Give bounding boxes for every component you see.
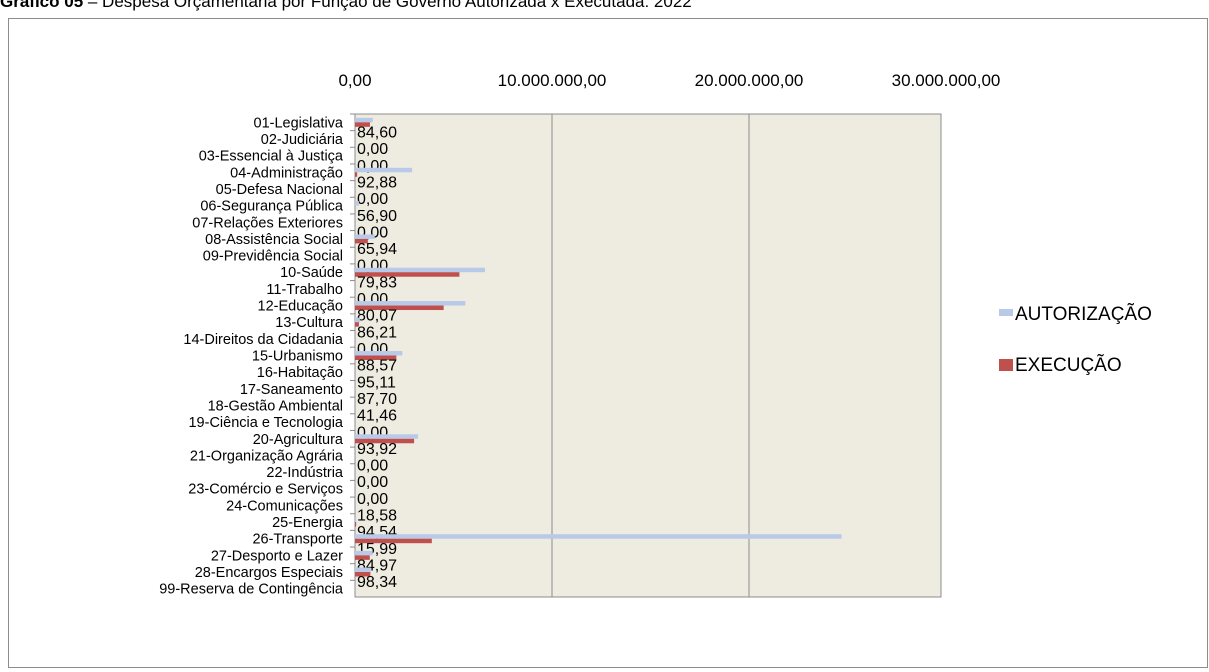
y-tick-label: 12-Educação (258, 299, 343, 315)
x-tick-label: 10.000.000,00 (498, 71, 607, 90)
y-tick-label: 24-Comunicações (226, 498, 343, 514)
y-tick-label: 08-Assistência Social (205, 232, 343, 248)
bar-execucao (355, 538, 432, 544)
y-tick-label: 18-Gestão Ambiental (208, 398, 343, 414)
y-tick-label: 22-Indústria (266, 465, 344, 481)
legend-label-execucao: EXECUÇÃO (1015, 354, 1122, 376)
data-label: 65,94 (357, 241, 397, 258)
x-tick-label: 20.000.000,00 (695, 71, 804, 90)
data-label: 0,00 (357, 491, 388, 508)
bar-autorizacao (355, 167, 413, 173)
x-tick-label: 0,00 (338, 71, 371, 90)
bar-autorizacao (355, 301, 466, 306)
bar-autorizacao (355, 534, 842, 539)
y-tick-label: 06-Segurança Pública (200, 199, 344, 215)
bar-execucao (355, 322, 359, 327)
y-tick-label: 03-Essencial à Justiça (199, 149, 344, 165)
plot-area (354, 113, 942, 598)
legend-swatch-execucao (999, 359, 1013, 371)
y-tick-label: 15-Urbanismo (252, 349, 343, 365)
y-tick-label: 99-Reserva de Contingência (159, 582, 344, 598)
y-tick-label: 10-Saúde (280, 265, 343, 281)
y-tick-label: 27-Desporto e Lazer (211, 548, 343, 564)
bar-autorizacao (355, 117, 373, 123)
y-tick-label: 19-Ciência e Tecnologia (188, 415, 343, 431)
y-tick-label: 23-Comércio e Serviços (188, 482, 343, 498)
data-label: 18,58 (357, 508, 397, 525)
y-tick-label: 11-Trabalho (266, 282, 343, 298)
data-label: 0,00 (357, 458, 388, 475)
y-tick-label: 02-Judiciária (261, 132, 344, 148)
bar-execucao (355, 305, 444, 311)
chart-header-title: Gráfico 05 – Despesa Orçamentária por Fu… (0, 0, 692, 12)
bar-execucao (355, 572, 371, 577)
data-label: 98,34 (357, 574, 397, 591)
chart-header-prefix: Gráfico 05 (0, 0, 84, 11)
bar-autorizacao (355, 317, 360, 323)
y-tick-label: 09-Previdência Social (203, 249, 343, 265)
data-label: 86,21 (357, 324, 397, 341)
bar-autorizacao (355, 517, 357, 523)
legend-swatch-autorizacao (999, 309, 1013, 316)
y-tick-label: 28-Encargos Especiais (195, 565, 343, 581)
data-label: 0,00 (357, 141, 388, 158)
data-label: 93,92 (357, 441, 397, 458)
y-tick-label: 01-Legislativa (254, 115, 344, 131)
x-tick-label: 30.000.000,00 (892, 71, 1001, 90)
data-label: 0,00 (357, 474, 388, 491)
bar-execucao (355, 172, 358, 177)
bar-autorizacao (355, 267, 486, 273)
bar-execucao (355, 238, 368, 244)
data-label: 0,00 (357, 191, 388, 208)
y-tick-label: 21-Organização Agrária (190, 448, 344, 464)
bar-autorizacao (355, 201, 359, 206)
bar-chart: 0,00 10.000.000,00 20.000.000,00 30.000.000… (159, 71, 1152, 598)
y-tick-label: 16-Habitação (257, 365, 343, 381)
y-tick-label: 07-Relações Exteriores (192, 215, 343, 231)
data-label: 80,07 (357, 308, 397, 325)
bar-autorizacao (355, 550, 373, 556)
bar-autorizacao (355, 434, 419, 439)
bar-execucao (355, 122, 370, 127)
chart-header-text: – Despesa Orçamentária por Função de Gov… (83, 0, 692, 11)
bar-autorizacao (355, 351, 403, 356)
bar-execucao (355, 438, 415, 444)
y-tick-label: 13-Cultura (275, 315, 344, 331)
y-tick-label: 25-Energia (272, 515, 344, 531)
bar-execucao (355, 555, 370, 560)
data-label: 79,83 (357, 274, 397, 291)
data-label: 87,70 (357, 391, 397, 408)
data-label: 56,90 (357, 208, 397, 225)
data-label: 88,57 (357, 358, 397, 375)
y-tick-label: 20-Agricultura (253, 432, 344, 448)
y-tick-label: 04-Administração (230, 165, 343, 181)
bar-autorizacao (355, 567, 371, 573)
y-tick-label: 17-Saneamento (240, 382, 343, 398)
bar-execucao (355, 522, 357, 527)
y-tick-label: 26-Transporte (252, 532, 343, 548)
y-tick-label: 05-Defesa Nacional (216, 182, 343, 198)
data-label: 95,11 (357, 374, 396, 391)
data-label: 41,46 (357, 408, 397, 425)
data-label: 84,60 (357, 124, 397, 141)
bar-autorizacao (355, 234, 375, 239)
data-label: 92,88 (357, 174, 397, 191)
bar-execucao (355, 272, 460, 277)
bar-execucao (355, 355, 397, 360)
y-tick-label: 14-Direitos da Cidadania (183, 332, 344, 348)
chart-frame: 0,00 10.000.000,00 20.000.000,00 30.000.000… (8, 18, 1208, 668)
legend-label-autorizacao: AUTORIZAÇÃO (1015, 303, 1152, 325)
